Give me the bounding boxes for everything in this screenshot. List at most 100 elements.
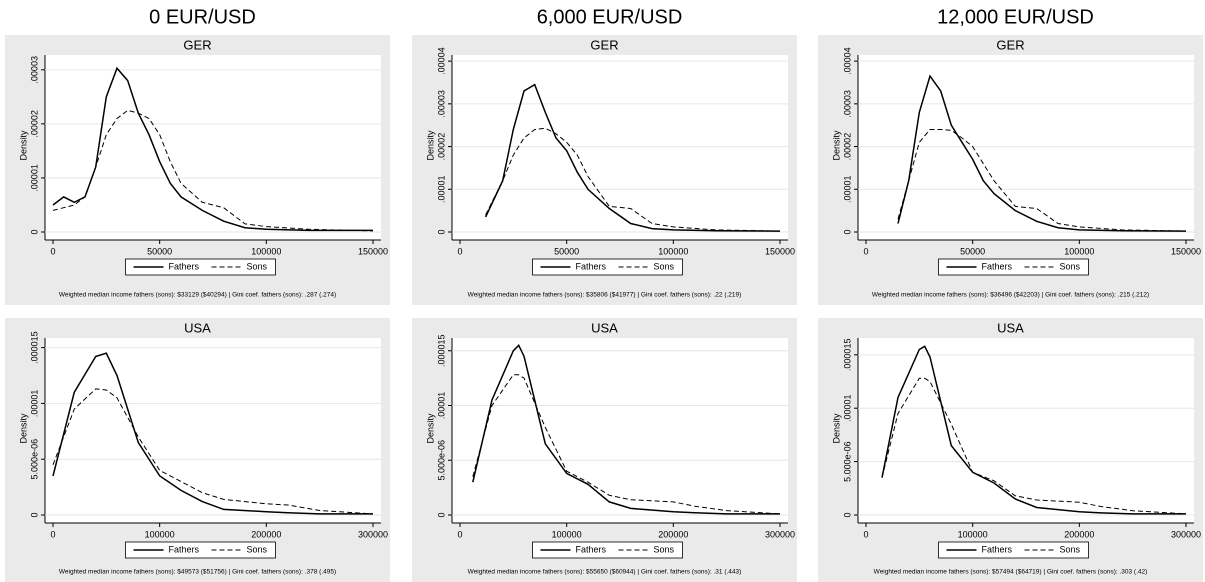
y-tick-label: .000015 — [29, 331, 39, 364]
y-tick-label: .00001 — [436, 392, 446, 420]
x-tick-label: 50000 — [147, 246, 172, 256]
legend-label: Fathers — [576, 544, 607, 554]
panel-title: USA — [591, 320, 618, 335]
y-tick-label: .00001 — [29, 390, 39, 418]
density-line — [897, 74, 1187, 232]
y-axis-label: Density — [18, 130, 28, 161]
y-tick-label: .000015 — [436, 334, 446, 367]
legend-label: Fathers — [982, 544, 1013, 554]
x-tick-label: 100000 — [145, 529, 175, 539]
y-tick-label: 0 — [436, 229, 446, 234]
density-line — [52, 109, 374, 232]
legend-label: Sons — [1060, 261, 1081, 271]
legend-label: Sons — [654, 544, 675, 554]
density-line — [472, 374, 781, 515]
legend-label: Fathers — [576, 261, 607, 271]
legend-box — [938, 258, 1089, 276]
density-line — [52, 352, 373, 515]
panel-title: USA — [997, 320, 1024, 335]
density-line — [52, 388, 374, 515]
plot-area — [858, 55, 1194, 240]
plot-area — [45, 55, 381, 240]
x-tick-label: 100000 — [658, 246, 688, 256]
x-tick-label: 100000 — [958, 529, 988, 539]
y-axis-label: Density — [831, 130, 841, 161]
panel-note: Weighted median income fathers (sons): $… — [468, 569, 742, 576]
y-axis-label: Density — [425, 130, 435, 161]
legend-label: Sons — [1060, 544, 1081, 554]
density-line — [881, 345, 1186, 515]
y-tick-label: .00004 — [436, 47, 446, 75]
x-tick-label: 100000 — [251, 246, 281, 256]
y-tick-label: 5.000e-06 — [842, 441, 852, 482]
column-title: 0 EUR/USD — [149, 6, 256, 28]
legend-box — [938, 541, 1089, 559]
y-tick-label: .000015 — [842, 339, 852, 372]
x-tick-label: 200000 — [1064, 529, 1094, 539]
x-tick-label: 200000 — [658, 529, 688, 539]
legend-label: Fathers — [982, 261, 1013, 271]
y-axis-label: Density — [18, 413, 28, 444]
panel-note: Weighted median income fathers (sons): $… — [59, 292, 336, 299]
x-tick-label: 0 — [863, 246, 868, 256]
density-line — [472, 344, 780, 515]
y-tick-label: 5.000e-06 — [436, 440, 446, 481]
plot-area — [45, 338, 381, 523]
y-tick-label: .00003 — [436, 90, 446, 118]
plot-area — [858, 338, 1194, 523]
y-tick-label: .00001 — [842, 176, 852, 204]
legend-box — [532, 258, 683, 276]
density-line — [484, 83, 781, 232]
legend-label: Sons — [654, 261, 675, 271]
legend-label: Fathers — [169, 261, 200, 271]
panel-title: USA — [184, 320, 211, 335]
panel-note: Weighted median income fathers (sons): $… — [874, 569, 1148, 576]
y-tick-label: .00001 — [436, 176, 446, 204]
y-tick-label: .00001 — [842, 394, 852, 422]
panel-note: Weighted median income fathers (sons): $… — [468, 292, 742, 299]
column-title: 12,000 EUR/USD — [937, 6, 1094, 28]
legend-label: Sons — [247, 544, 268, 554]
y-axis-label: Density — [425, 413, 435, 444]
plot-area — [452, 338, 788, 523]
panel-note: Weighted median income fathers (sons): $… — [872, 292, 1149, 299]
density-line — [897, 129, 1187, 232]
y-tick-label: 0 — [29, 512, 39, 517]
panel-title: GER — [183, 37, 211, 52]
y-tick-label: .00002 — [436, 133, 446, 161]
y-tick-label: .00004 — [842, 47, 852, 75]
y-tick-label: .00003 — [842, 90, 852, 118]
x-tick-label: 150000 — [1171, 246, 1201, 256]
y-tick-label: .00002 — [842, 133, 852, 161]
x-tick-label: 100000 — [552, 529, 582, 539]
y-tick-label: 0 — [842, 229, 852, 234]
x-tick-label: 100000 — [1064, 246, 1094, 256]
y-tick-label: 0 — [436, 512, 446, 517]
y-axis-label: Density — [831, 413, 841, 444]
x-tick-label: 0 — [457, 529, 462, 539]
x-tick-label: 0 — [457, 246, 462, 256]
x-tick-label: 0 — [863, 529, 868, 539]
legend-box — [125, 541, 276, 559]
legend-label: Fathers — [169, 544, 200, 554]
y-tick-label: .00002 — [29, 110, 39, 138]
plot-area — [452, 55, 788, 240]
x-tick-label: 200000 — [251, 529, 281, 539]
density-line — [881, 377, 1187, 515]
y-tick-label: 0 — [29, 229, 39, 234]
y-tick-label: 5.000e-06 — [29, 439, 39, 480]
legend-box — [125, 258, 276, 276]
x-tick-label: 50000 — [960, 246, 985, 256]
density-line — [485, 127, 781, 232]
x-tick-label: 300000 — [1171, 529, 1201, 539]
panel-title: GER — [590, 37, 618, 52]
y-tick-label: .00001 — [29, 164, 39, 192]
legend-box — [532, 541, 683, 559]
y-tick-label: .00003 — [29, 56, 39, 84]
x-tick-label: 50000 — [554, 246, 579, 256]
x-tick-label: 0 — [50, 529, 55, 539]
y-tick-label: 0 — [842, 512, 852, 517]
x-tick-label: 300000 — [765, 529, 795, 539]
panel-title: GER — [996, 37, 1024, 52]
